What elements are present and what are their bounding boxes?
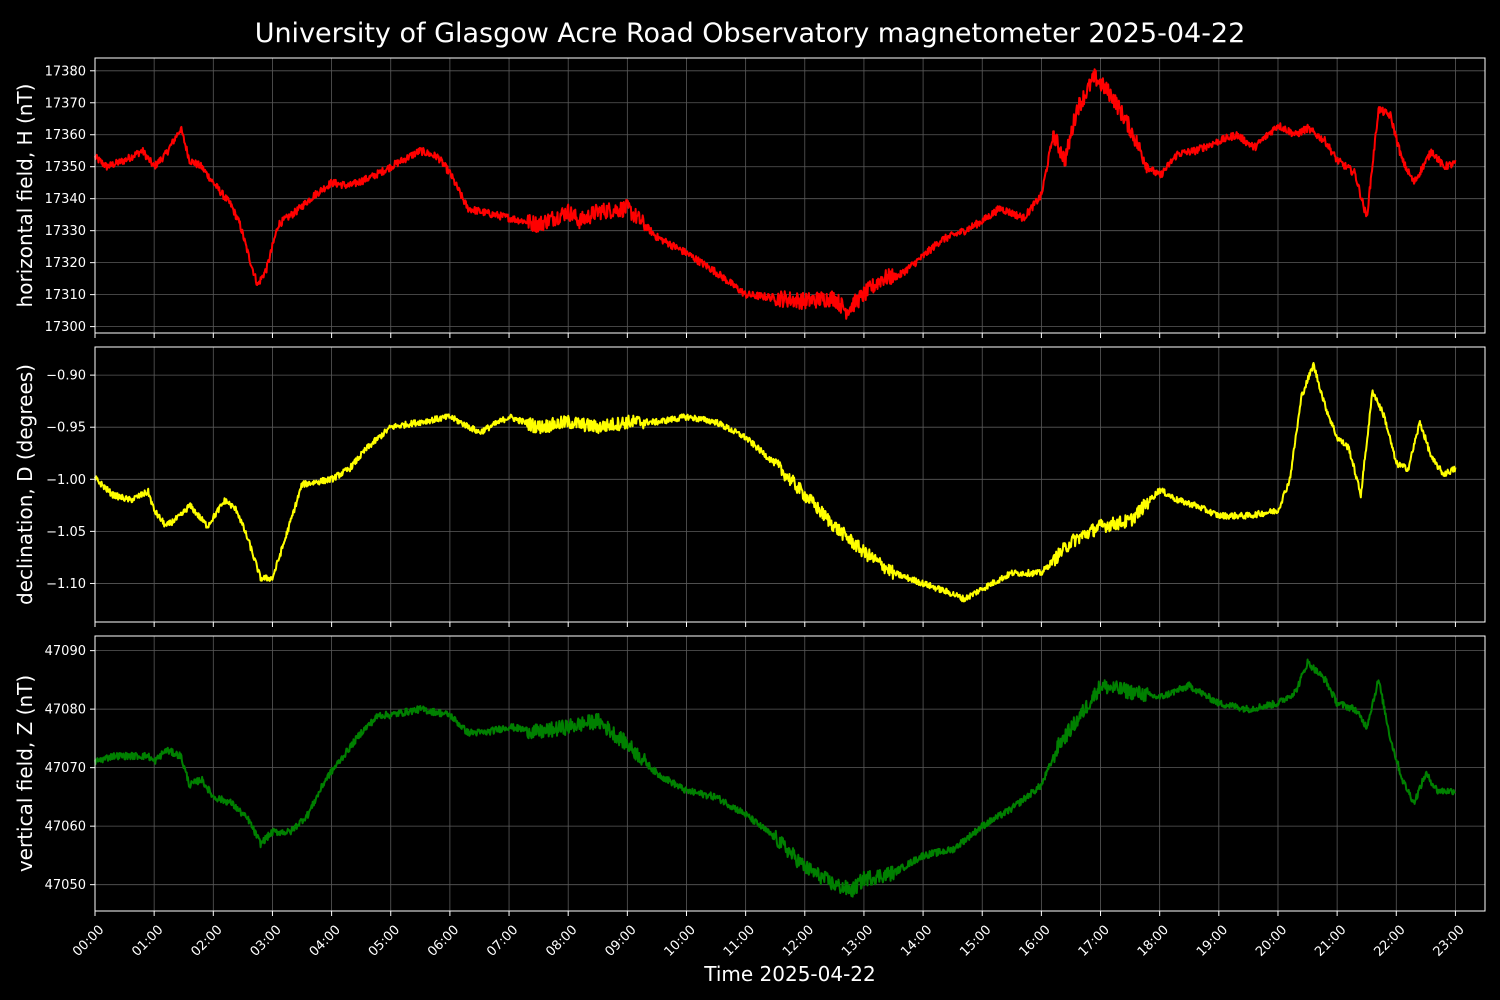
x-tick-label: 09:00	[603, 923, 640, 960]
y-axis-label: horizontal field, H (nT)	[13, 84, 37, 308]
y-tick-label: 17330	[45, 224, 86, 239]
y-tick-label: 17340	[45, 192, 86, 207]
panel-1: 17300 17310 17320 17330 17340 17350 17360 17370…	[13, 57, 1486, 338]
y-tick-label: 17350	[45, 160, 86, 175]
y-tick-label: 17380	[45, 64, 86, 79]
chart-title: University of Glasgow Acre Road Observat…	[255, 18, 1246, 49]
y-tick-label: −0.90	[46, 369, 86, 384]
x-tick-label: 15:00	[957, 923, 994, 960]
series-line-Z	[94, 658, 1457, 898]
x-tick-label: 16:00	[1017, 923, 1054, 960]
y-tick-label: −1.05	[46, 525, 86, 540]
y-tick-label: 47050	[45, 878, 86, 893]
panel-3: 47050 47060 47070 47080 47090 vertical field,…	[13, 635, 1486, 916]
panel-frame	[94, 635, 1486, 912]
y-tick-label: 17310	[45, 288, 86, 303]
y-tick-label: 47080	[45, 703, 86, 718]
y-tick-label: −1.10	[46, 577, 86, 592]
x-tick-label: 00:00	[70, 923, 107, 960]
x-tick-label: 17:00	[1076, 923, 1113, 960]
x-tick-label: 22:00	[1371, 923, 1408, 960]
y-tick-label: 17320	[45, 256, 86, 271]
y-tick-label: 17360	[45, 128, 86, 143]
x-tick-label: 02:00	[188, 923, 225, 960]
panels-group: 17300 17310 17320 17330 17340 17350 17360 17370…	[13, 57, 1486, 960]
x-tick-label: 23:00	[1431, 923, 1468, 960]
y-tick-label: 17370	[45, 96, 86, 111]
x-tick-label: 21:00	[1312, 923, 1349, 960]
y-tick-label: 47070	[45, 761, 86, 776]
x-tick-label: 06:00	[425, 923, 462, 960]
x-tick-label: 12:00	[780, 923, 817, 960]
x-tick-label: 11:00	[721, 923, 758, 960]
y-tick-label: −0.95	[46, 421, 86, 436]
y-tick-label: 47090	[45, 644, 86, 659]
y-tick-label: 47060	[45, 820, 86, 835]
x-tick-label: 04:00	[307, 923, 344, 960]
panel-frame	[94, 57, 1486, 334]
y-axis-label: declination, D (degrees)	[13, 364, 37, 605]
x-tick-label: 01:00	[129, 923, 166, 960]
x-axis-label: Time 2025-04-22	[703, 962, 876, 986]
series-line-D	[94, 362, 1457, 603]
x-tick-label: 08:00	[543, 923, 580, 960]
y-axis-label: vertical field, Z (nT)	[13, 675, 37, 872]
y-tick-label: −1.00	[46, 473, 86, 488]
panel-2: −1.10 −1.05 −1.00 −0.95 −0.90 declination, D …	[13, 346, 1486, 627]
series-line-H	[94, 68, 1457, 320]
x-tick-label: 07:00	[484, 923, 521, 960]
x-tick-label: 05:00	[366, 923, 403, 960]
x-tick-label: 14:00	[898, 923, 935, 960]
x-tick-label: 10:00	[662, 923, 699, 960]
y-tick-label: 17300	[45, 320, 86, 335]
x-tick-label: 03:00	[248, 923, 285, 960]
x-tick-label: 19:00	[1194, 923, 1231, 960]
x-tick-label: 13:00	[839, 923, 876, 960]
x-tick-label: 18:00	[1135, 923, 1172, 960]
panel-frame	[94, 346, 1486, 623]
x-tick-label: 20:00	[1253, 923, 1290, 960]
